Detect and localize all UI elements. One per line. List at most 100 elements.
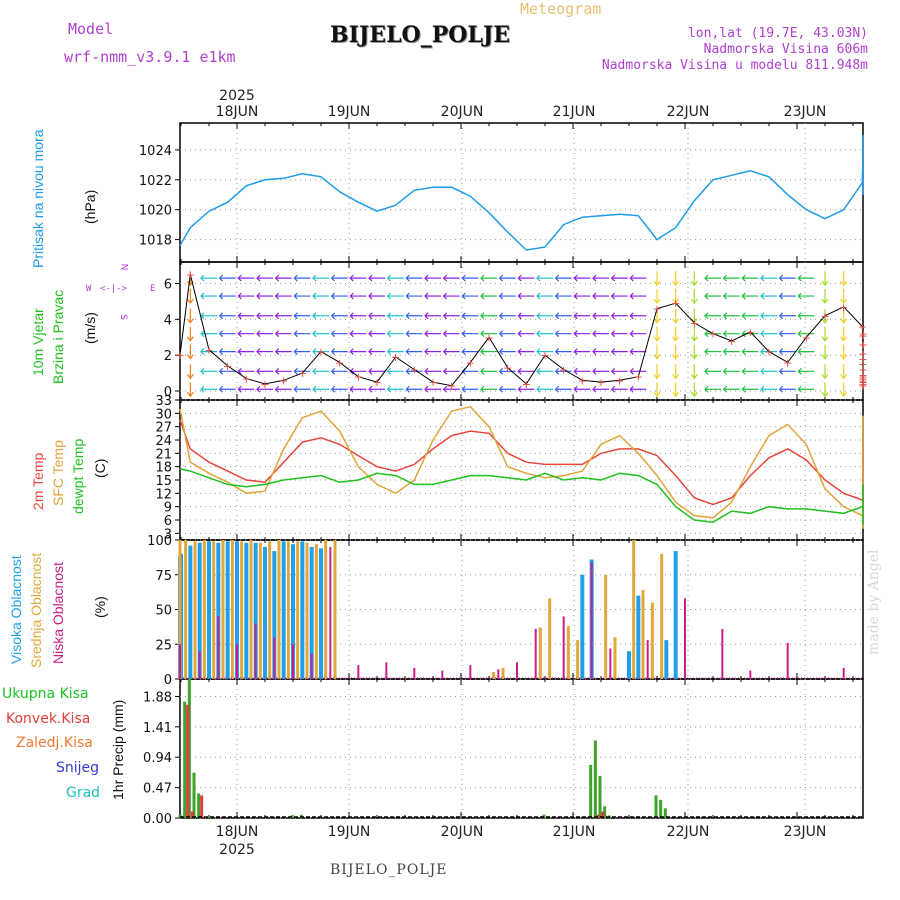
cloud-bar-1 [660, 553, 664, 679]
wind-arrow-head [293, 312, 298, 320]
wind-arrow-head [480, 367, 485, 375]
wind-arrow-head [480, 312, 485, 320]
cloud-bar-2 [646, 640, 649, 679]
cloud-bar-0 [207, 541, 211, 679]
y-tick-label: 1.41 [143, 721, 172, 736]
y-tick-label: 9 [164, 501, 172, 516]
y-tick-label: 50 [155, 604, 172, 619]
wind-arrow-head [610, 348, 616, 356]
wind-gust-marker: + [540, 349, 549, 362]
wind-arrow-head [554, 292, 560, 300]
wind-arrow-head [237, 330, 242, 338]
wind-arrow-head [573, 330, 578, 338]
wind-arrow-head [554, 348, 560, 356]
wind-arrow-head [840, 336, 848, 342]
wind-arrow-head [349, 330, 354, 338]
cloud-bar-2 [273, 637, 276, 679]
panel-0 [179, 122, 864, 263]
cloud-bar-2 [684, 598, 686, 679]
precip-bar-1 [601, 811, 605, 818]
cloud-bar-2 [198, 651, 201, 679]
wind-arrow-head [237, 312, 242, 320]
wind-arrow-head [722, 330, 728, 338]
wind-arrow-head [256, 385, 261, 393]
precip-bar-0 [663, 808, 667, 818]
cloud-bar-2 [357, 665, 360, 679]
precip-bar-1 [186, 704, 190, 818]
wind-arrow-head [741, 292, 746, 300]
wind-arrow-head [405, 330, 410, 338]
cloud-bar-1 [492, 672, 496, 679]
cloud-bar-1 [333, 540, 337, 679]
wind-arrow-head [690, 298, 698, 305]
wind-gust-marker: + [223, 360, 232, 373]
wind-arrow-head [704, 348, 709, 356]
wind-arrow-head [629, 348, 634, 356]
y-tick-label: 75 [155, 569, 172, 584]
wind-arrow-head [797, 348, 802, 356]
cloud-bar-1 [193, 541, 197, 679]
wind-arrow-head [274, 348, 280, 356]
wind-arrow-head [312, 385, 317, 393]
cloud-bar-2 [842, 667, 845, 679]
wind-arrow-head [760, 292, 765, 300]
day-label-bottom: 19JUN [328, 824, 371, 840]
wind-gust-marker: + [578, 374, 587, 387]
y-tick-label: 12 [155, 487, 172, 502]
wind-arrow-head [653, 373, 661, 380]
wind-arrow-head [480, 330, 485, 338]
precip-bar-0 [589, 764, 593, 818]
wind-arrow-head [186, 391, 194, 398]
cloud-bar-0 [225, 541, 230, 679]
wind-gust-marker: + [858, 380, 867, 393]
wind-gust-marker: + [316, 346, 325, 359]
wind-arrow-head [186, 298, 194, 305]
cloud-bar-0 [664, 640, 669, 679]
cloud-bar-1 [240, 541, 244, 679]
wind-gust-marker: + [186, 269, 195, 282]
cloud-bar-1 [641, 590, 645, 679]
wind-arrow-head [517, 292, 522, 300]
y-tick-label: 1022 [139, 174, 172, 189]
wind-arrow-head [760, 348, 765, 356]
cloud-bar-1 [221, 540, 225, 679]
wind-arrow-head [536, 274, 541, 282]
wind-gust-marker: + [858, 338, 867, 351]
wind-gust-marker: + [279, 374, 288, 387]
wind-arrow-head [760, 330, 765, 338]
wind-gust-marker: + [802, 331, 811, 344]
wind-arrow-head [760, 385, 765, 393]
cloud-bar-1 [212, 541, 216, 679]
wind-arrow-head [741, 348, 746, 356]
wind-arrow-head [653, 298, 661, 305]
cloud-bar-2 [179, 644, 181, 679]
wind-arrow-head [237, 292, 242, 300]
wind-arrow-head [821, 318, 829, 324]
wind-arrow-head [517, 312, 522, 320]
year-label-top: 2025 [219, 88, 255, 104]
wind-gust-marker: + [298, 367, 307, 380]
y-tick-label: 6 [164, 514, 172, 529]
wind-arrow-head [386, 312, 392, 320]
wind-arrow-head [274, 330, 280, 338]
wind-arrow-head [405, 367, 410, 375]
footer-station: BIJELO_POLJE [330, 862, 448, 878]
wind-arrow-head [461, 330, 466, 338]
wind-arrow-head [368, 312, 373, 320]
panel-frame [179, 122, 864, 263]
wind-arrow-head [186, 336, 194, 342]
cloud-bar-0 [636, 595, 641, 679]
wind-arrow-head [690, 373, 698, 380]
wind-arrow-head [672, 391, 680, 398]
wind-arrow-head [554, 367, 560, 375]
precip-label-hail: Grad [66, 785, 101, 801]
precip-label-snow: Snijeg [56, 760, 100, 776]
wind-arrow-head [368, 367, 373, 375]
wind-arrow-head [442, 312, 448, 320]
wind-arrow-head [536, 330, 541, 338]
cloud-bar-1 [296, 541, 300, 679]
wind-arrow-head [200, 385, 205, 393]
wind-speed-line [179, 274, 864, 387]
wind-gust-marker: + [260, 378, 269, 391]
wind-gust-marker: + [634, 371, 643, 384]
